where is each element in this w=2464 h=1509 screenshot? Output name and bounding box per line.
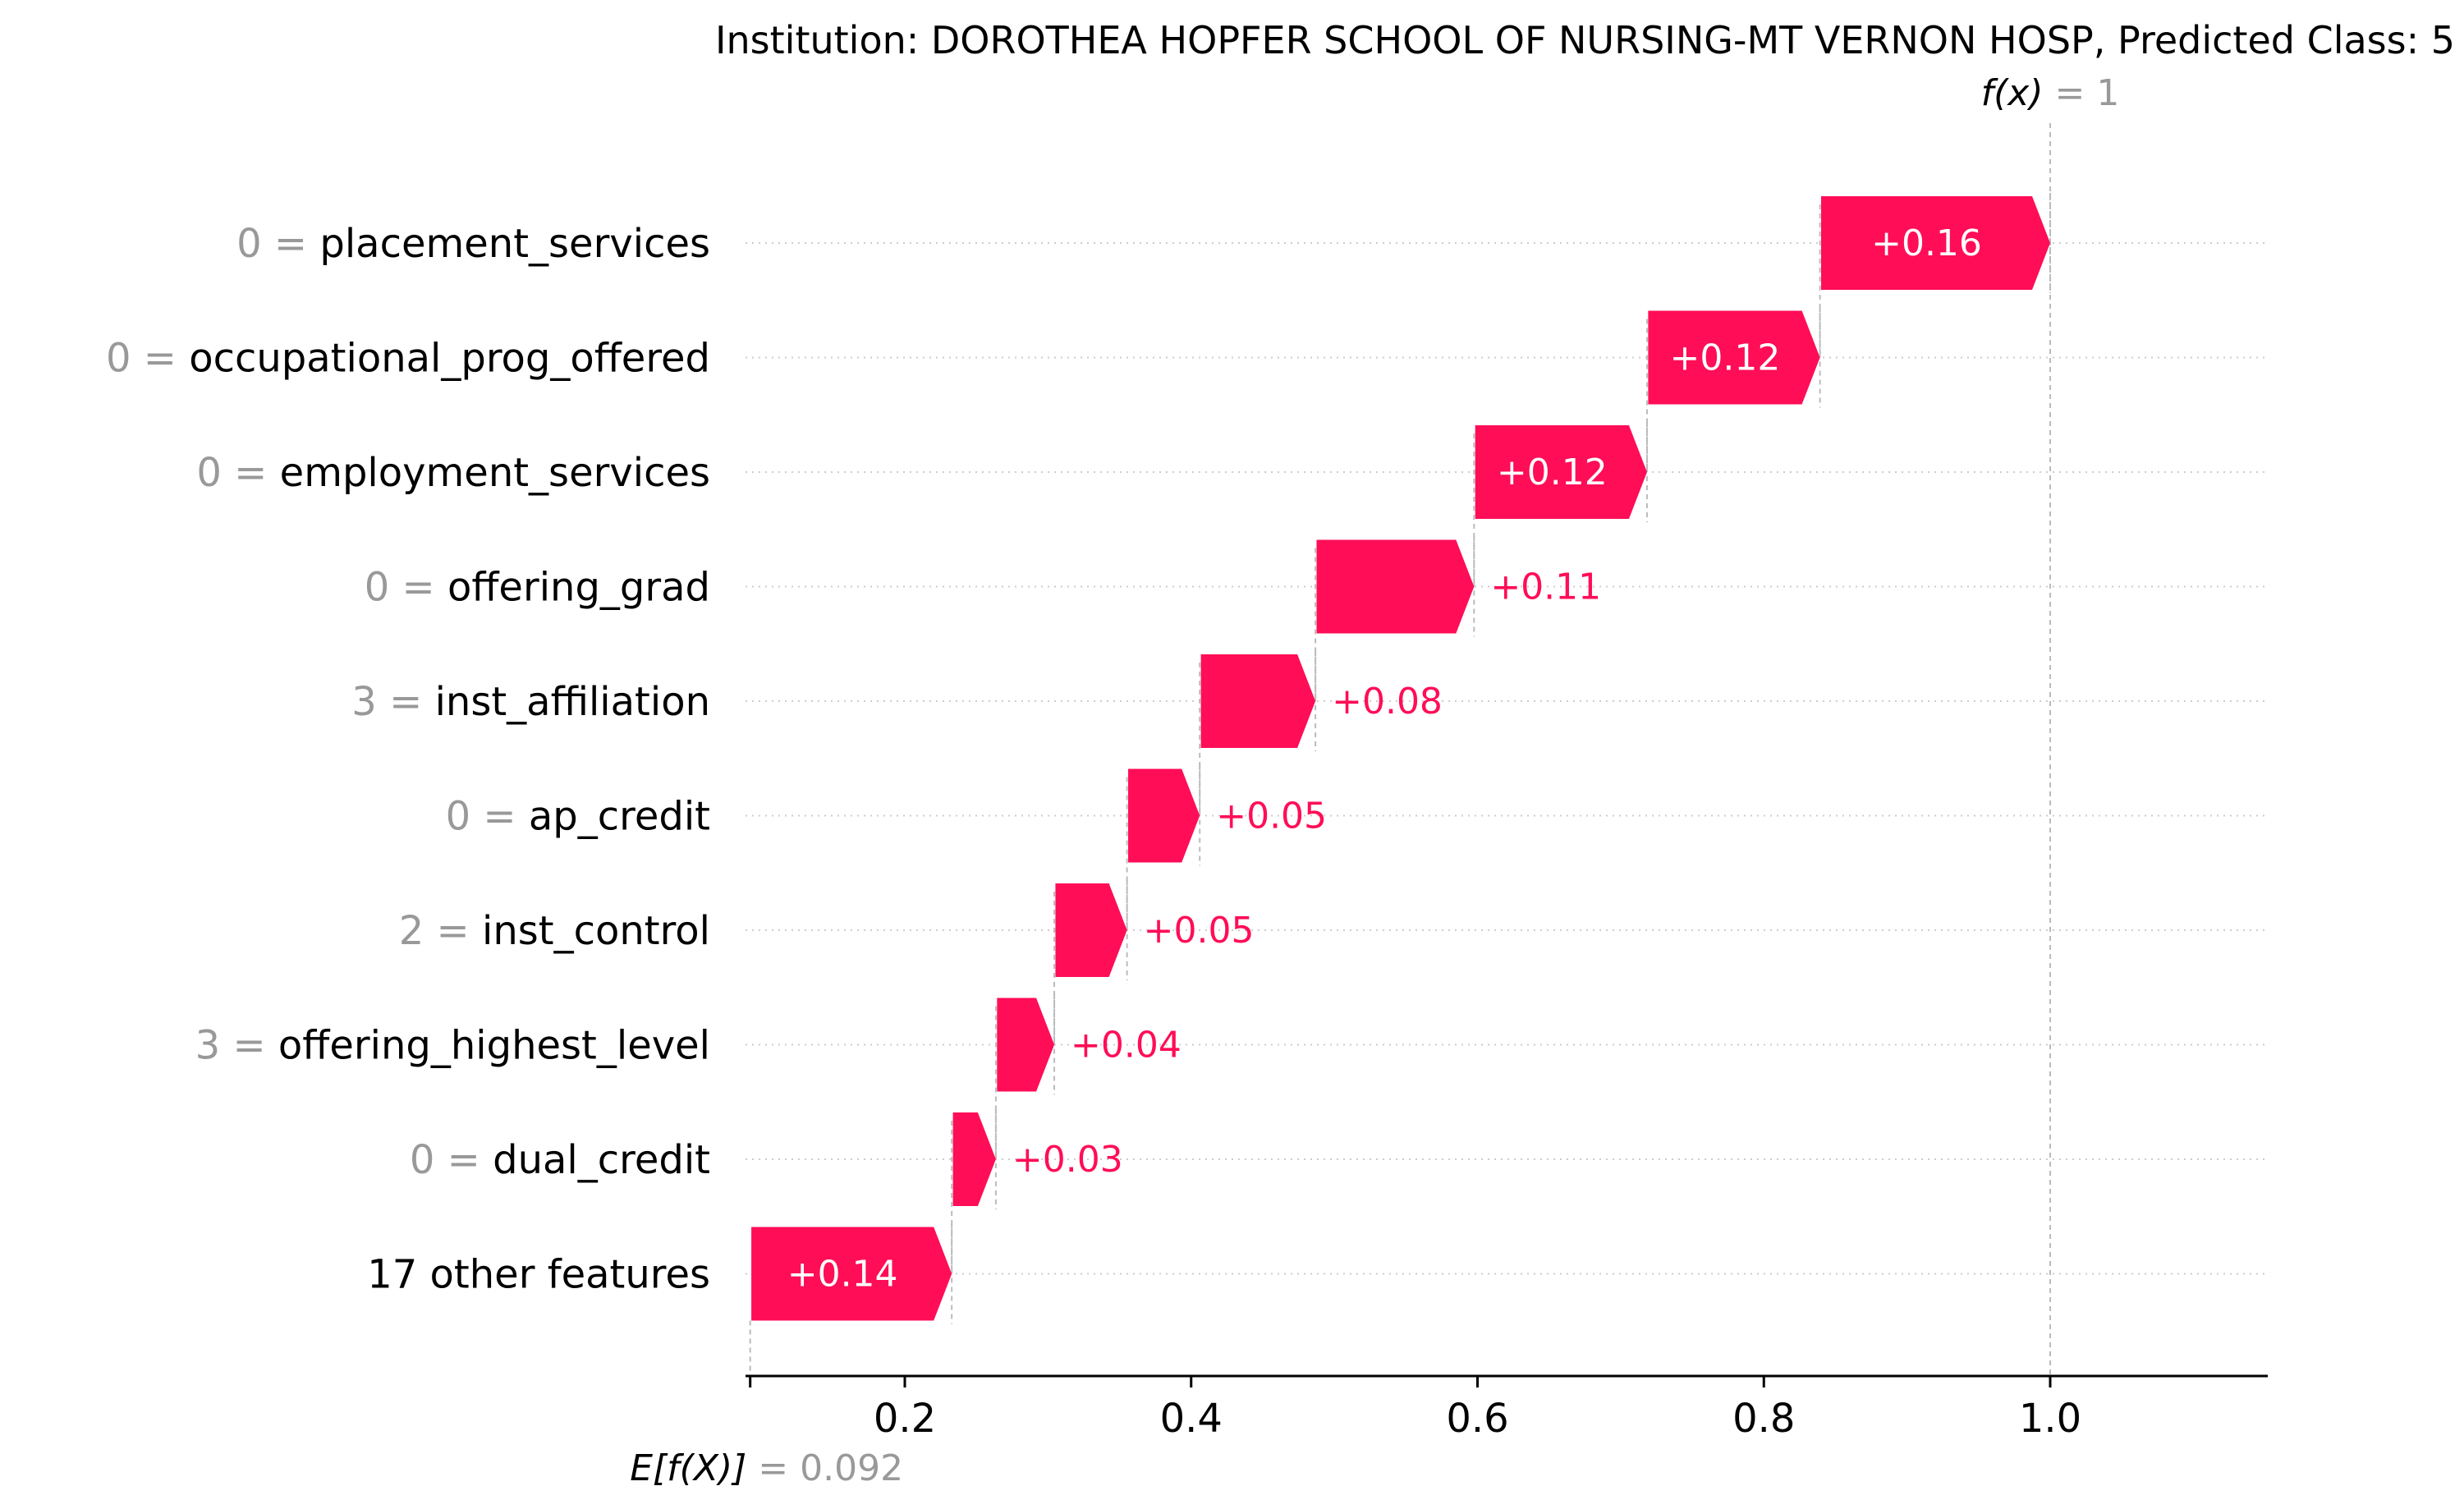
contribution-bar bbox=[1055, 883, 1127, 977]
bar-value-label: +0.14 bbox=[787, 1254, 898, 1296]
feature-label: 0 = ap_credit bbox=[446, 794, 710, 840]
bar-value-label: +0.16 bbox=[1871, 222, 1982, 264]
bar-value-label: +0.12 bbox=[1497, 452, 1608, 493]
contribution-bars: +0.16 +0.12 +0.12 +0.11 +0.08 +0.05 +0.05 +0.04… bbox=[751, 196, 2050, 1321]
feature-label: 0 = employment_services bbox=[196, 450, 710, 496]
contribution-bar bbox=[1200, 654, 1316, 748]
x-axis: 0.2 0.4 0.6 0.8 1.0 bbox=[746, 1374, 2268, 1442]
contribution-bar bbox=[997, 998, 1055, 1092]
bar-value-label: +0.05 bbox=[1144, 910, 1255, 952]
bar-value-label: +0.05 bbox=[1216, 796, 1327, 837]
bar-value-label: +0.03 bbox=[1012, 1139, 1123, 1181]
bar-value-label: +0.08 bbox=[1332, 681, 1443, 722]
bar-value-label: +0.12 bbox=[1670, 337, 1781, 379]
contribution-bar bbox=[1475, 425, 1647, 519]
contribution-bar bbox=[1821, 196, 2050, 290]
x-tick-label: 0.4 bbox=[1160, 1396, 1223, 1442]
x-tick-label: 0.8 bbox=[1732, 1396, 1795, 1442]
contribution-bar bbox=[952, 1112, 996, 1206]
feature-labels: 0 = placement_services 0 = occupational_p… bbox=[106, 221, 710, 1298]
feature-label: 3 = inst_affiliation bbox=[351, 679, 710, 725]
connector-lines bbox=[749, 123, 2051, 1376]
feature-label: 0 = offering_grad bbox=[365, 565, 710, 611]
x-tick-label: 0.6 bbox=[1446, 1396, 1508, 1442]
base-and-output-annotations: f(x) = 1 E[f(X)] = 0.092 bbox=[630, 72, 2119, 1489]
feature-label: 0 = placement_services bbox=[236, 221, 710, 267]
feature-label: 0 = occupational_prog_offered bbox=[106, 336, 710, 382]
x-tick-label: 1.0 bbox=[2019, 1396, 2081, 1442]
feature-label: 2 = inst_control bbox=[399, 908, 710, 954]
contribution-bar bbox=[1316, 539, 1475, 634]
bar-value-label: +0.04 bbox=[1071, 1025, 1182, 1066]
feature-label: 0 = dual_credit bbox=[410, 1137, 710, 1183]
contribution-bar bbox=[751, 1227, 952, 1321]
output-value-label: f(x) = 1 bbox=[1981, 72, 2120, 114]
base-value-label: E[f(X)] = 0.092 bbox=[630, 1447, 903, 1489]
chart-title: Institution: DOROTHEA HOPFER SCHOOL OF N… bbox=[715, 18, 2455, 62]
contribution-bar bbox=[1648, 310, 1820, 405]
feature-label: 17 other features bbox=[367, 1252, 710, 1298]
bar-value-label: +0.11 bbox=[1490, 566, 1601, 608]
feature-label: 3 = offering_highest_level bbox=[195, 1023, 710, 1069]
x-tick-label: 0.2 bbox=[874, 1396, 936, 1442]
contribution-bar bbox=[1128, 768, 1200, 863]
